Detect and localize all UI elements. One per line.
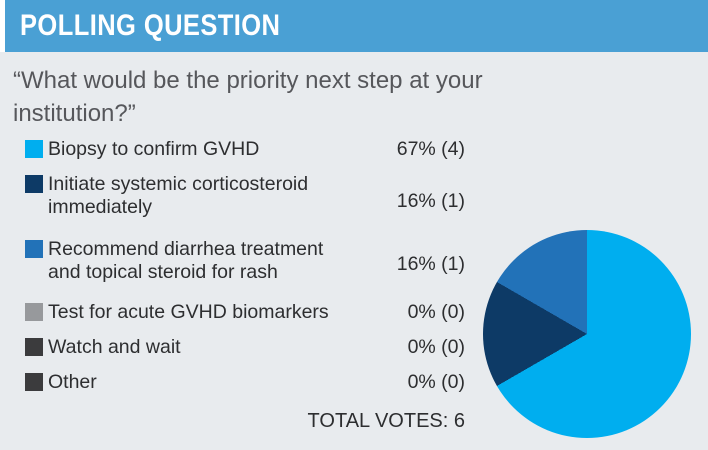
option-result: 16% (1) bbox=[396, 253, 465, 275]
poll-option-row: Watch and wait 0% (0) bbox=[0, 336, 465, 384]
option-label: Watch and wait bbox=[48, 336, 181, 358]
header-banner: POLLING QUESTION bbox=[5, 0, 708, 52]
poll-option-row: Recommend diarrhea treatment and topical… bbox=[0, 238, 465, 286]
option-label: Other bbox=[48, 371, 97, 393]
pie-chart bbox=[483, 230, 691, 438]
option-result: 0% (0) bbox=[407, 371, 465, 393]
poll-option-row: Biopsy to confirm GVHD 67% (4) bbox=[0, 138, 465, 186]
option-label: Recommend diarrhea treatment and topical… bbox=[48, 238, 324, 283]
option-result: 16% (1) bbox=[396, 190, 465, 212]
poll-option-row: Test for acute GVHD biomarkers 0% (0) bbox=[0, 301, 465, 349]
poll-option-row: Other 0% (0) bbox=[0, 371, 465, 419]
page-title: POLLING QUESTION bbox=[20, 9, 281, 42]
total-votes-label: TOTAL VOTES: 6 bbox=[307, 410, 465, 432]
legend-swatch-darkgray bbox=[25, 338, 43, 356]
legend-swatch-blue bbox=[25, 240, 43, 258]
legend-swatch-lightgray bbox=[25, 303, 43, 321]
option-result: 67% (4) bbox=[396, 138, 465, 160]
option-label: Biopsy to confirm GVHD bbox=[48, 138, 260, 160]
option-result: 0% (0) bbox=[407, 301, 465, 323]
legend-swatch-navy bbox=[25, 175, 43, 193]
option-result: 0% (0) bbox=[407, 336, 465, 358]
option-label: Test for acute GVHD biomarkers bbox=[48, 301, 329, 323]
poll-question-text: “What would be the priority next step at… bbox=[13, 67, 483, 127]
poll-option-row: Initiate systemic corticosteroid immedia… bbox=[0, 173, 465, 221]
legend-swatch-cyan bbox=[25, 140, 43, 158]
option-label: Initiate systemic corticosteroid immedia… bbox=[48, 173, 309, 218]
legend-swatch-darkgray bbox=[25, 373, 43, 391]
